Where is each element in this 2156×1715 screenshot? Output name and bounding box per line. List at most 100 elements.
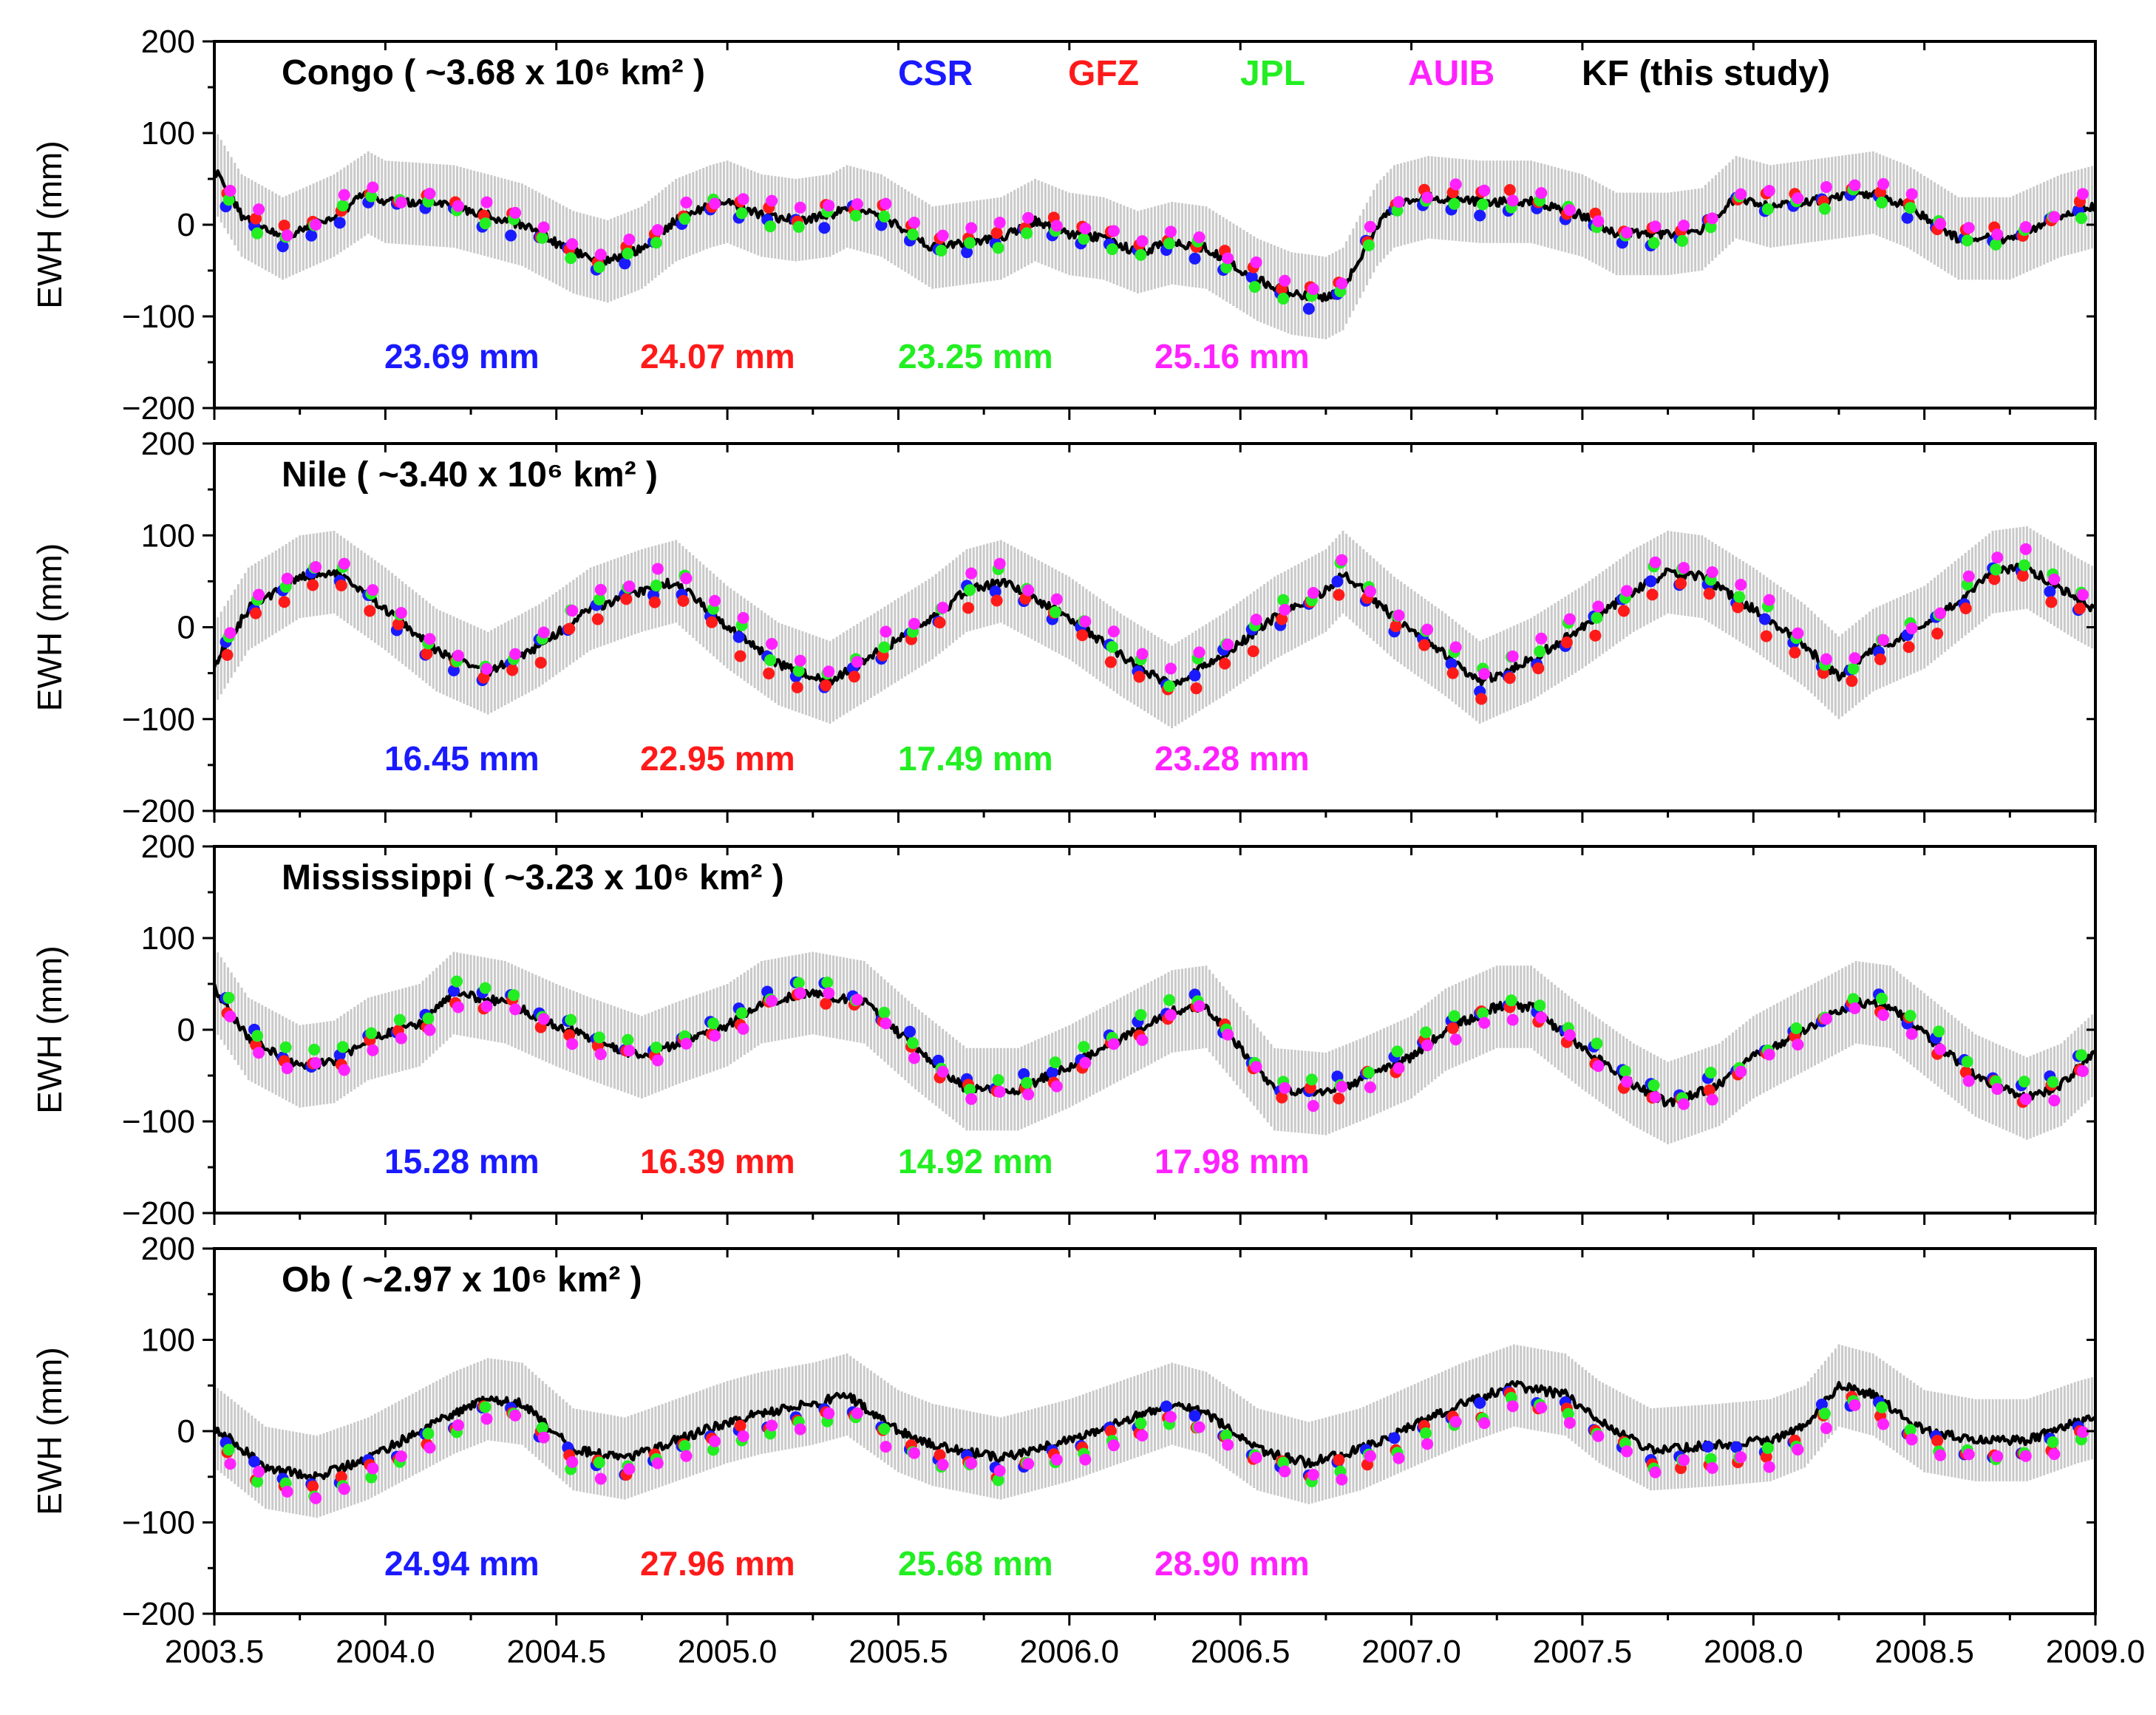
point-jpl (1961, 1056, 1973, 1068)
point-gfz (706, 616, 718, 628)
point-gfz (421, 648, 433, 660)
point-jpl (1448, 197, 1460, 210)
point-auib (281, 572, 293, 585)
point-gfz (677, 594, 690, 607)
point-jpl (536, 231, 548, 244)
point-gfz (791, 681, 803, 693)
point-gfz (221, 649, 234, 662)
point-jpl (622, 248, 634, 260)
point-auib (1307, 1468, 1319, 1481)
point-auib (1620, 585, 1633, 597)
point-auib (1421, 191, 1434, 204)
point-jpl (650, 580, 662, 592)
point-csr (1188, 1410, 1201, 1422)
point-gfz (1846, 675, 1858, 687)
point-auib (480, 196, 493, 208)
point-auib (1535, 1011, 1548, 1024)
point-auib (651, 1054, 664, 1067)
point-auib (480, 662, 493, 675)
point-auib (338, 1483, 350, 1495)
point-auib (1735, 1451, 1747, 1464)
point-auib (794, 201, 806, 214)
point-auib (851, 198, 863, 211)
point-gfz (820, 997, 832, 1010)
point-jpl (1135, 1417, 1147, 1430)
point-auib (1678, 220, 1690, 232)
point-auib (1849, 1002, 1861, 1014)
point-csr (818, 222, 831, 234)
point-jpl (1362, 1066, 1375, 1079)
legend-gfz: GFZ (1068, 54, 1139, 93)
point-csr (447, 985, 460, 997)
point-jpl (308, 1043, 321, 1056)
point-jpl (565, 252, 577, 265)
point-jpl (450, 975, 463, 988)
rms-auib: 25.16 mm (1154, 337, 1310, 376)
point-jpl (1163, 994, 1176, 1006)
point-jpl (1904, 1009, 1917, 1022)
point-auib (1506, 194, 1519, 207)
rms-jpl: 25.68 mm (898, 1544, 1053, 1583)
point-auib (424, 1024, 436, 1036)
point-jpl (1021, 1076, 1033, 1089)
point-jpl (1078, 233, 1090, 245)
point-jpl (251, 1475, 264, 1488)
point-jpl (336, 1041, 349, 1053)
point-auib (367, 1044, 379, 1056)
point-auib (1421, 623, 1434, 636)
point-auib (1079, 1056, 1092, 1069)
point-jpl (1704, 1066, 1717, 1079)
y-tick-label: 200 (141, 1231, 195, 1267)
point-auib (1250, 1451, 1262, 1464)
rms-gfz: 16.39 mm (640, 1142, 795, 1181)
point-gfz (620, 593, 633, 605)
point-jpl (707, 1017, 720, 1030)
point-auib (1849, 1399, 1861, 1411)
point-auib (1079, 1453, 1092, 1466)
point-gfz (1503, 184, 1516, 197)
error-bars (213, 947, 2097, 1144)
point-jpl (593, 1031, 605, 1044)
point-auib (1107, 1439, 1120, 1452)
point-auib (452, 1001, 464, 1013)
point-auib (1991, 228, 2004, 241)
rms-gfz: 24.07 mm (640, 337, 795, 376)
point-auib (2019, 1450, 2032, 1462)
point-auib (1307, 587, 1319, 600)
point-auib (395, 1032, 407, 1045)
point-auib (310, 561, 322, 574)
point-csr (276, 240, 289, 253)
y-tick-label: −200 (122, 793, 195, 829)
point-auib (566, 238, 579, 251)
y-tick-label: 100 (141, 920, 195, 957)
y-axis-label: EWH (mm) (30, 543, 69, 711)
error-bars (213, 526, 2097, 729)
point-auib (1165, 225, 1177, 238)
point-auib (2048, 573, 2061, 585)
point-jpl (1619, 1065, 1631, 1078)
point-auib (1449, 641, 1462, 653)
point-csr (1701, 1440, 1714, 1453)
point-jpl (1704, 1453, 1717, 1465)
point-auib (395, 607, 407, 619)
point-auib (1307, 283, 1319, 296)
point-auib (851, 656, 863, 668)
point-csr (505, 229, 517, 242)
point-auib (224, 185, 237, 197)
point-jpl (935, 244, 948, 257)
point-auib (709, 594, 721, 607)
point-csr (619, 257, 631, 270)
point-jpl (1163, 680, 1176, 693)
point-auib (253, 588, 265, 601)
point-jpl (792, 665, 805, 677)
point-auib (338, 1064, 350, 1076)
point-auib (936, 1065, 949, 1078)
observation-points (220, 177, 2089, 315)
point-gfz (990, 227, 1003, 240)
point-auib (1222, 1439, 1234, 1451)
point-auib (367, 181, 379, 194)
point-auib (709, 1435, 721, 1447)
point-gfz (1190, 682, 1203, 695)
point-auib (1849, 179, 1861, 191)
